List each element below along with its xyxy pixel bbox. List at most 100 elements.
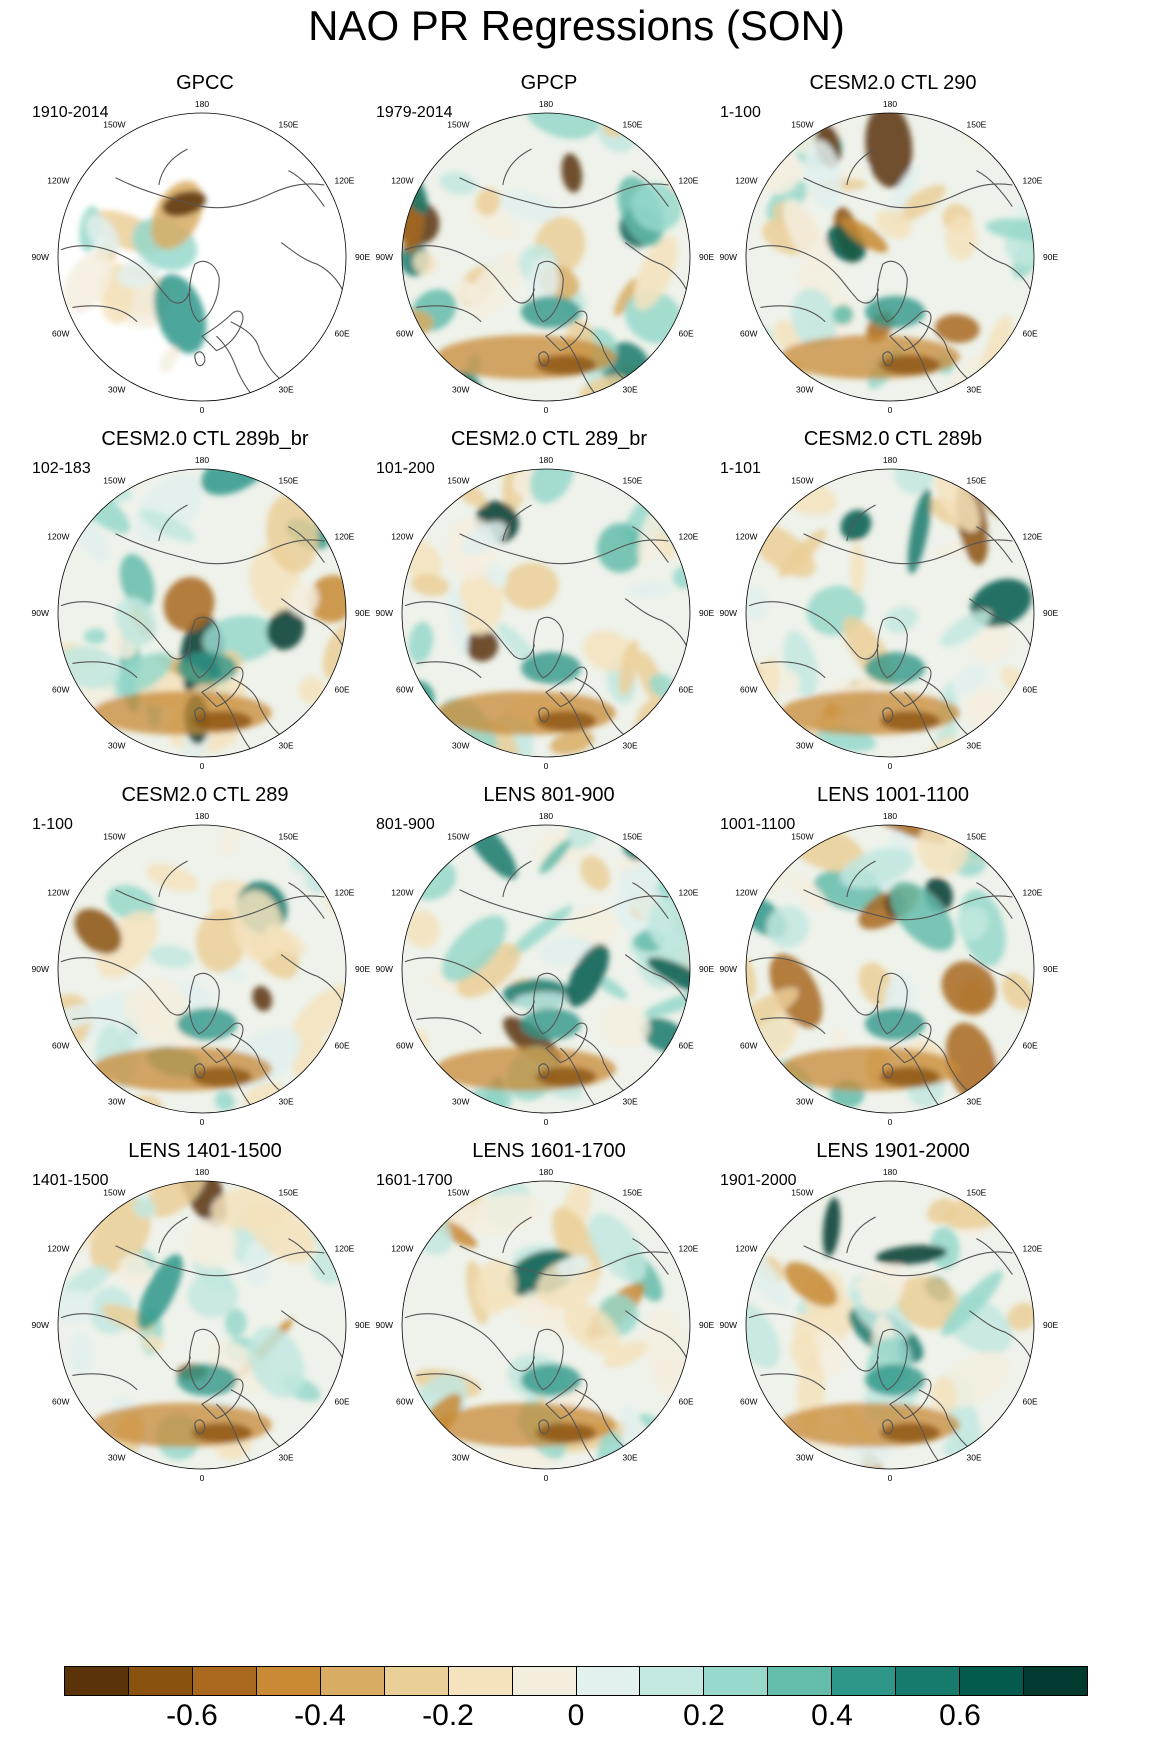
precip-anomaly-field xyxy=(746,113,1034,401)
precip-anomaly-field xyxy=(746,1181,1034,1469)
longitude-label: 120W xyxy=(47,888,69,898)
longitude-label: 150E xyxy=(967,1188,987,1198)
longitude-label: 180 xyxy=(195,1167,209,1177)
longitude-label: 60W xyxy=(740,329,757,339)
longitude-label: 0 xyxy=(888,1117,893,1127)
longitude-label: 150E xyxy=(967,120,987,130)
polar-stereographic-map: 180 150E 120E 90E 60E 30E 0 30W 60W 90W 120W 150W xyxy=(32,811,371,1127)
longitude-label: 180 xyxy=(195,99,209,109)
colorbar-swatch xyxy=(832,1667,897,1695)
longitude-label: 30W xyxy=(108,741,125,751)
panel-title: CESM2.0 CTL 289 xyxy=(121,784,289,806)
longitude-label: 150W xyxy=(103,832,125,842)
longitude-label: 150E xyxy=(279,832,299,842)
longitude-label: 150E xyxy=(623,476,643,486)
longitude-label: 30E xyxy=(279,741,294,751)
coastlines xyxy=(60,504,346,757)
colorbar-swatch xyxy=(65,1667,129,1695)
longitude-label: 150W xyxy=(791,1188,813,1198)
colorbar: -0.6 -0.4 -0.2 0 0.2 0.4 0.6 xyxy=(64,1666,1088,1738)
longitude-label: 120W xyxy=(735,176,757,186)
longitude-label: 150W xyxy=(103,1188,125,1198)
longitude-label: 150E xyxy=(623,120,643,130)
map-panel: LENS 801-900 180 150E 120E 90E 60E 30E 0 30W 60W 9… xyxy=(369,784,729,1174)
longitude-label: 150E xyxy=(967,832,987,842)
longitude-label: 150W xyxy=(791,476,813,486)
coastlines xyxy=(748,148,1034,401)
colorbar-swatch xyxy=(128,1667,193,1695)
panel-title: LENS 1401-1500 xyxy=(128,1140,282,1162)
panel-period: 101-200 xyxy=(376,460,435,477)
longitude-label: 120E xyxy=(1023,176,1043,186)
coastlines xyxy=(60,148,346,401)
longitude-label: 0 xyxy=(888,405,893,415)
longitude-label: 30E xyxy=(967,1453,982,1463)
polar-stereographic-map: 180 150E 120E 90E 60E 30E 0 30W 60W 90W 120W 150W xyxy=(376,1167,715,1483)
colorbar-swatches xyxy=(64,1666,1088,1696)
longitude-label: 90W xyxy=(720,608,737,618)
longitude-label: 120W xyxy=(735,888,757,898)
longitude-label: 120E xyxy=(1023,532,1043,542)
colorbar-swatch xyxy=(448,1667,513,1695)
longitude-label: 30E xyxy=(967,741,982,751)
longitude-label: 180 xyxy=(539,455,553,465)
longitude-label: 90W xyxy=(720,252,737,262)
longitude-label: 120W xyxy=(391,1244,413,1254)
longitude-label: 120E xyxy=(679,176,699,186)
longitude-label: 30W xyxy=(452,1453,469,1463)
precip-anomaly-field xyxy=(58,113,346,401)
longitude-label: 180 xyxy=(539,1167,553,1177)
longitude-label: 120E xyxy=(1023,888,1043,898)
colorbar-swatch xyxy=(320,1667,385,1695)
panel-title: LENS 1001-1100 xyxy=(817,784,969,806)
longitude-label: 30W xyxy=(452,1097,469,1107)
longitude-label: 0 xyxy=(544,405,549,415)
colorbar-tick-label: 0 xyxy=(567,1699,585,1732)
panel-period: 1-101 xyxy=(720,460,761,477)
colorbar-tick-label: 0.2 xyxy=(683,1699,725,1732)
longitude-label: 30W xyxy=(796,1453,813,1463)
longitude-label: 30E xyxy=(623,1453,638,1463)
longitude-label: 90E xyxy=(355,964,370,974)
precip-anomaly-field xyxy=(402,113,690,401)
map-panel: LENS 1001-1100 180 150E 120E 90E 60E 30E 0 30W 60… xyxy=(713,784,1073,1174)
longitude-label: 90W xyxy=(32,252,49,262)
longitude-label: 90W xyxy=(376,608,393,618)
panel-period: 1-100 xyxy=(720,104,761,121)
longitude-label: 60E xyxy=(1023,685,1038,695)
longitude-label: 90W xyxy=(376,964,393,974)
longitude-label: 0 xyxy=(200,761,205,771)
panel-title: GPCP xyxy=(520,72,578,94)
map-boundary xyxy=(745,1180,1035,1470)
longitude-label: 60W xyxy=(396,329,413,339)
figure-title: NAO PR Regressions (SON) xyxy=(308,2,845,49)
longitude-label: 180 xyxy=(539,811,553,821)
longitude-label: 150W xyxy=(447,1188,469,1198)
longitude-label: 180 xyxy=(195,811,209,821)
longitude-label: 150E xyxy=(623,1188,643,1198)
longitude-label: 90W xyxy=(720,964,737,974)
polar-stereographic-map: 180 150E 120E 90E 60E 30E 0 30W 60W 90W 120W 150W xyxy=(376,811,715,1127)
panel-title: CESM2.0 CTL 289b_br xyxy=(101,428,309,450)
longitude-label: 30W xyxy=(108,385,125,395)
longitude-label: 60W xyxy=(740,1397,757,1407)
longitude-label: 90E xyxy=(1043,1320,1058,1330)
polar-stereographic-map: 180 150E 120E 90E 60E 30E 0 30W 60W 90W 120W 150W xyxy=(32,99,371,415)
map-panel: CESM2.0 CTL 289 180 150E 120E 90E 60E 30E 0 30W 6… xyxy=(25,784,385,1174)
colorbar-tick-label: 0.4 xyxy=(811,1699,853,1732)
longitude-label: 60E xyxy=(335,329,350,339)
longitude-label: 120W xyxy=(391,532,413,542)
longitude-label: 60W xyxy=(396,1041,413,1051)
polar-stereographic-map: 180 150E 120E 90E 60E 30E 0 30W 60W 90W 120W 150W xyxy=(376,99,715,415)
longitude-label: 0 xyxy=(200,1473,205,1483)
longitude-label: 30W xyxy=(108,1097,125,1107)
colorbar-swatch xyxy=(512,1667,577,1695)
longitude-label: 60E xyxy=(1023,1397,1038,1407)
map-boundary xyxy=(57,824,347,1114)
polar-stereographic-map: 180 150E 120E 90E 60E 30E 0 30W 60W 90W 120W 150W xyxy=(32,455,371,771)
map-panel: CESM2.0 CTL 290 180 150E 120E 90E 60E 30E 0 30W 6… xyxy=(713,72,1073,462)
map-boundary xyxy=(401,112,691,402)
precip-anomaly-field xyxy=(402,825,690,1113)
longitude-label: 60E xyxy=(335,1041,350,1051)
longitude-label: 90E xyxy=(1043,964,1058,974)
